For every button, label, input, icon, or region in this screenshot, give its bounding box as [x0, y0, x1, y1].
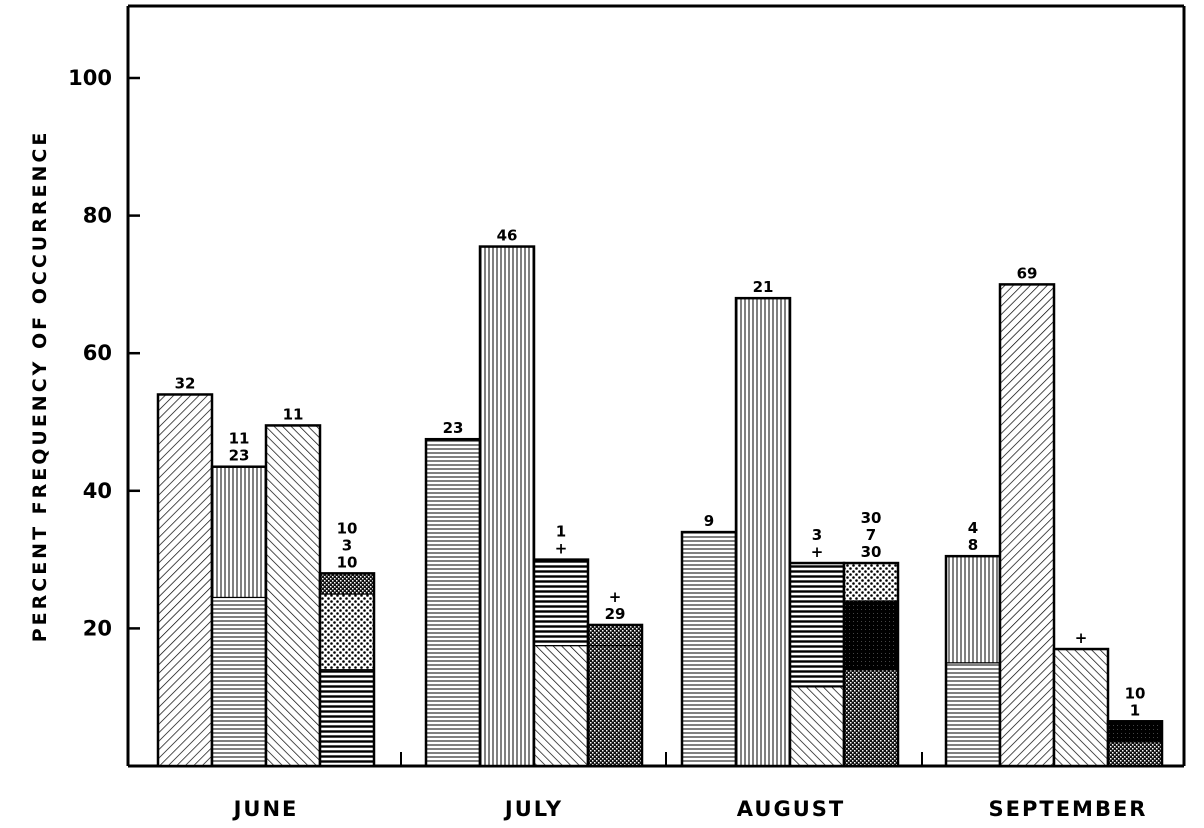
bar-segment	[425, 438, 481, 767]
data-label: +	[811, 543, 824, 561]
y-tick-label: 20	[83, 616, 112, 640]
data-label: 69	[1017, 264, 1038, 282]
y-tick-label: 40	[83, 479, 112, 503]
bar-segment	[319, 593, 375, 671]
bar-segment	[945, 555, 1001, 664]
bar-segment	[479, 245, 535, 767]
y-tick-label: 80	[83, 204, 112, 228]
bar-segment	[587, 644, 643, 767]
bar-segment	[1107, 720, 1163, 743]
month-label: AUGUST	[737, 797, 845, 821]
data-label: 1	[556, 523, 566, 541]
data-label: 29	[605, 605, 626, 623]
data-label: 32	[175, 374, 196, 392]
y-tick-label: 60	[83, 341, 112, 365]
data-label: 3	[342, 536, 352, 554]
bar-outline	[1106, 720, 1164, 768]
bar-segment	[157, 393, 213, 767]
data-label: 11	[283, 405, 304, 423]
bar-segment	[265, 424, 321, 767]
y-axis-label: PERCENT FREQUENCY OF OCCURRENCE	[29, 130, 51, 643]
bar-segment	[843, 669, 899, 767]
month-label: JUNE	[232, 797, 299, 821]
bar-segment	[1053, 648, 1109, 767]
bar-segment	[789, 686, 845, 767]
data-label: +	[1075, 629, 1088, 647]
data-label: 7	[866, 526, 876, 544]
month-label: SEPTEMBER	[989, 797, 1148, 821]
bar-segment	[533, 558, 589, 647]
y-ticks: 20 40 60 80 100	[68, 66, 140, 640]
bar-segment	[1107, 741, 1163, 767]
month-labels: JUNE JULY AUGUST SEPTEMBER	[232, 797, 1148, 821]
bar-outline	[734, 296, 792, 768]
data-label: 11	[229, 430, 250, 448]
data-label: 23	[443, 419, 464, 437]
data-label: 3	[812, 526, 822, 544]
bar-segment	[319, 669, 375, 767]
data-label: 10	[337, 519, 358, 537]
data-label: 8	[968, 536, 978, 554]
data-label: 4	[968, 519, 978, 537]
month-label: JULY	[503, 797, 563, 821]
bar-segment	[843, 562, 899, 602]
bar-segment	[211, 596, 267, 767]
bar-outline	[1052, 647, 1110, 768]
bar-segment	[587, 624, 643, 647]
bar-outline	[478, 245, 536, 768]
data-label: 30	[861, 543, 882, 561]
data-label: 46	[497, 227, 518, 245]
bar-segment	[999, 283, 1055, 767]
data-label: 23	[229, 447, 250, 465]
bar-outline	[998, 283, 1056, 768]
bar-segment	[211, 466, 267, 599]
bar-segment	[945, 662, 1001, 767]
data-label: 21	[753, 278, 774, 296]
bar-segment	[735, 297, 791, 767]
bar-outline	[586, 623, 644, 768]
bar-outline	[842, 561, 900, 768]
data-label: +	[609, 588, 622, 606]
data-label: 30	[861, 509, 882, 527]
bar-segment	[843, 600, 899, 671]
data-label: 10	[1125, 684, 1146, 702]
bar-outline	[318, 572, 376, 768]
y-tick-label: 100	[68, 66, 112, 90]
data-label: 9	[704, 512, 714, 530]
data-label: 10	[337, 553, 358, 571]
data-label: +	[555, 540, 568, 558]
group-dividers	[400, 752, 923, 766]
bar-segment	[681, 531, 737, 767]
bar-segment	[789, 562, 845, 688]
data-label: 1	[1130, 701, 1140, 719]
bar-segment	[533, 644, 589, 767]
bar-segment	[319, 572, 375, 595]
